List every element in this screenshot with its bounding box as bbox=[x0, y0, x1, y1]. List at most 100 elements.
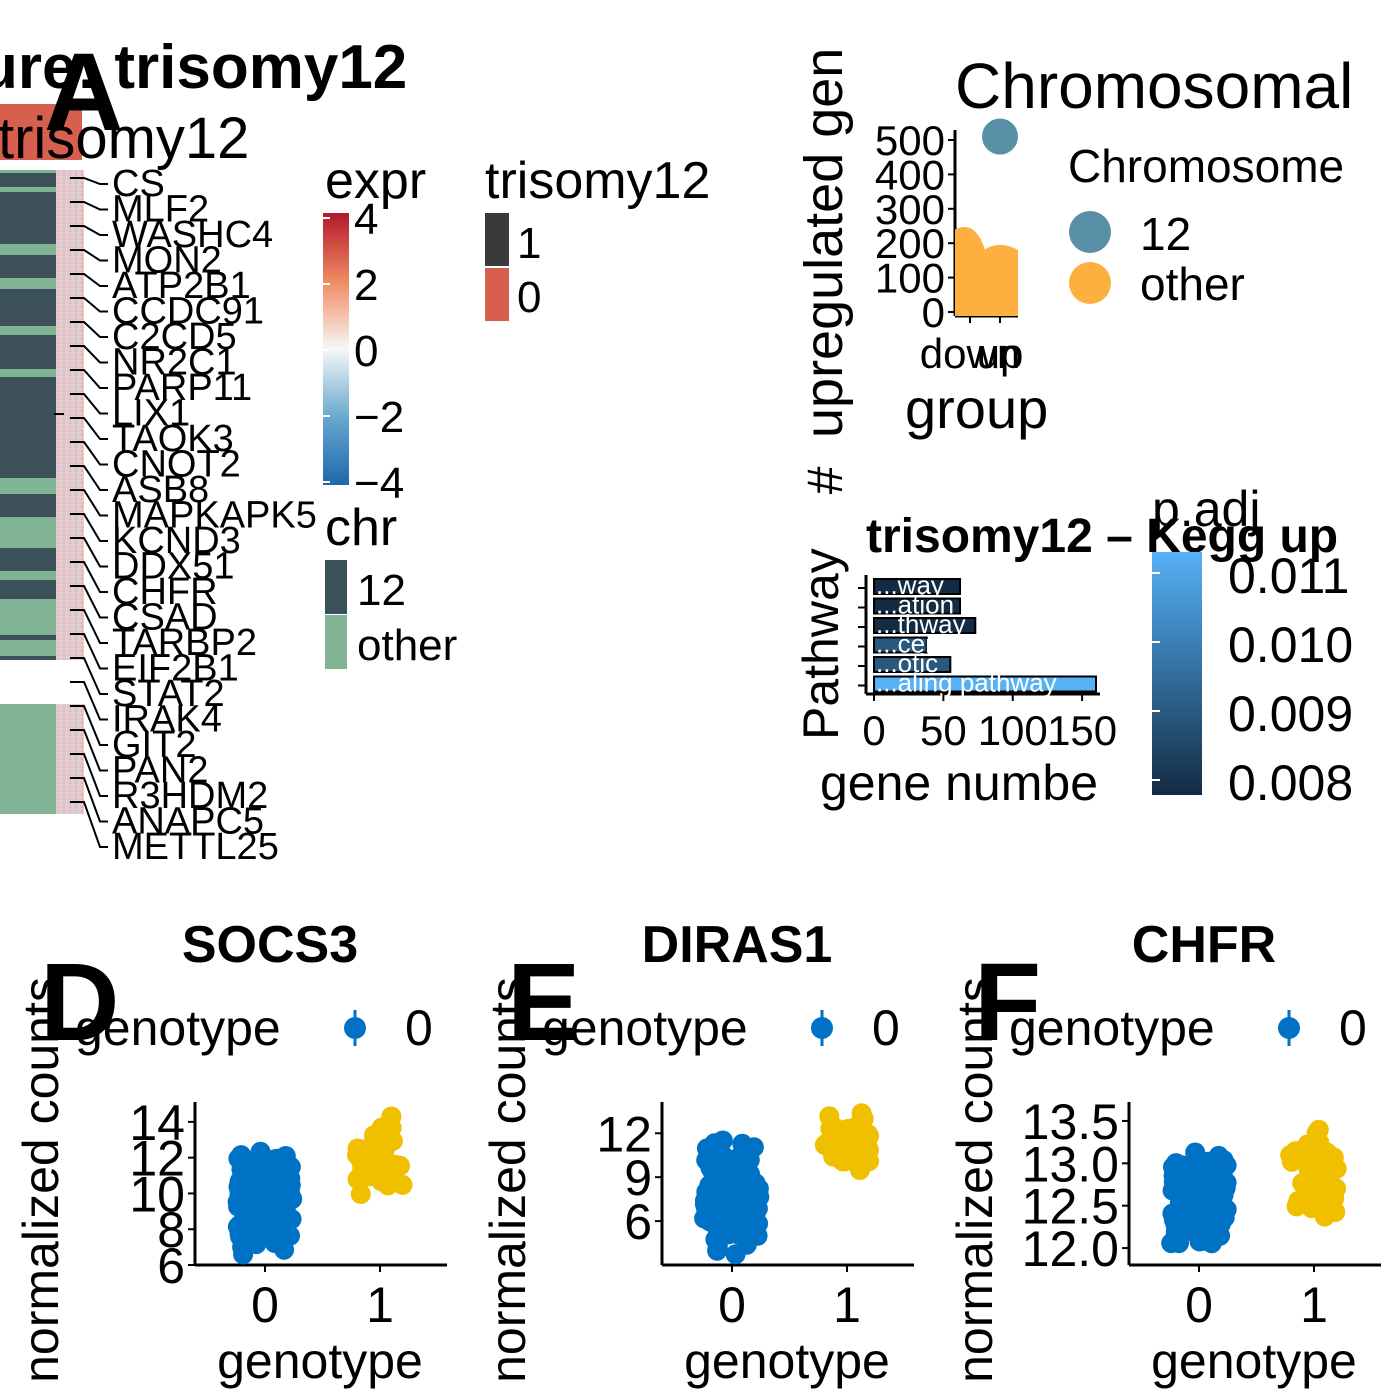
chromosome-legend-title: Chromosome bbox=[1068, 140, 1344, 192]
data-point-genotype-1 bbox=[1288, 1190, 1309, 1211]
chr-strip-segment bbox=[0, 346, 56, 352]
padj-tick-label: 0.008 bbox=[1228, 755, 1353, 811]
expr-tick-label: 4 bbox=[354, 195, 378, 244]
chr-strip-segment bbox=[0, 623, 56, 627]
genotype-legend-dot bbox=[811, 1017, 833, 1039]
kegg-bar-label: ...aling pathway bbox=[876, 668, 1057, 698]
data-point-genotype-1 bbox=[1316, 1182, 1337, 1203]
y-tick-label: 12.0 bbox=[1022, 1221, 1119, 1277]
chr-legend-label-other: other bbox=[357, 621, 457, 670]
panel-a-title: ure: trisomy12 bbox=[0, 33, 407, 102]
data-point-genotype-1 bbox=[852, 1118, 873, 1139]
data-point-genotype-0 bbox=[1194, 1218, 1214, 1239]
gene-label-connector bbox=[70, 777, 108, 823]
kegg-bar-label: ...thway bbox=[876, 609, 966, 639]
kegg-bar-label: ...way bbox=[876, 570, 944, 600]
y-tick-label: 6 bbox=[624, 1194, 652, 1250]
kegg-bar bbox=[873, 675, 1097, 693]
chromosome-legend-label-12: 12 bbox=[1140, 208, 1191, 260]
data-point-genotype-1 bbox=[827, 1134, 848, 1155]
chr-strip-segment bbox=[0, 430, 56, 438]
gene-label: WASHC4 bbox=[112, 214, 273, 256]
panel-d-ylabel: normalized counts bbox=[13, 977, 69, 1383]
panel-e-title: DIRAS1 bbox=[642, 916, 833, 974]
gene-label-connector bbox=[70, 705, 108, 746]
chromosome-legend-dot-other bbox=[1069, 262, 1111, 304]
panel-b-ylabel-prefix: # bbox=[797, 466, 853, 495]
gene-label: TARBP2 bbox=[112, 622, 257, 664]
chr-strip-segment bbox=[0, 309, 56, 315]
genotype-legend-dot bbox=[1278, 1017, 1300, 1039]
panel-c-x-ticks: 0 50 100 150 bbox=[862, 694, 1117, 754]
x-tick-label: 1 bbox=[366, 1277, 394, 1333]
chr-strip-segment bbox=[0, 445, 56, 456]
chr-strip-segment bbox=[0, 255, 56, 259]
gene-label: CS bbox=[112, 163, 165, 205]
chr-strip-segment bbox=[0, 589, 56, 599]
genotype-legend-dot bbox=[344, 1017, 366, 1039]
panel-f-xlabel: genotype bbox=[1151, 1333, 1357, 1389]
heatmap-cells-bottom bbox=[56, 704, 84, 814]
panel-b-x-tick-label: down bbox=[920, 330, 1020, 377]
trisomy-legend-label-0: 0 bbox=[517, 273, 541, 322]
gene-label: ASB8 bbox=[112, 469, 209, 511]
chr-strip-segment bbox=[0, 627, 56, 635]
genotype-legend-title: genotype bbox=[1009, 1000, 1215, 1056]
genotype-legend-title: genotype bbox=[542, 1000, 748, 1056]
gene-label-connector bbox=[70, 681, 108, 721]
chr-strip-segment bbox=[0, 226, 56, 235]
chr-strip-segment bbox=[0, 305, 56, 309]
data-point-genotype-0 bbox=[722, 1218, 743, 1239]
panel-b-y-tick-label: 400 bbox=[875, 151, 945, 198]
gene-label-connector bbox=[70, 345, 108, 364]
chr-strip-segment bbox=[0, 192, 56, 201]
gene-label-connector bbox=[70, 513, 108, 542]
panel-c-x-tick-label: 0 bbox=[862, 707, 885, 754]
data-point-genotype-0 bbox=[250, 1207, 271, 1227]
chr-annotation-strip bbox=[0, 170, 56, 814]
gene-label-connector bbox=[70, 609, 108, 644]
chr-strip-segment bbox=[0, 524, 56, 528]
chr-strip-segment bbox=[0, 278, 56, 289]
expr-legend-title: expr bbox=[325, 152, 426, 210]
data-point-genotype-0 bbox=[251, 1185, 272, 1206]
expr-tick-label: 0 bbox=[354, 327, 378, 376]
panel-b-ylabel: upregulated gen bbox=[794, 48, 854, 438]
chr-strip-segment bbox=[0, 315, 56, 326]
gene-label-connector bbox=[70, 249, 108, 262]
chr-strip-segment bbox=[0, 491, 56, 494]
chr-strip-segment bbox=[0, 528, 56, 538]
data-point-genotype-1 bbox=[381, 1106, 402, 1127]
y-tick-label: 12.5 bbox=[1022, 1179, 1119, 1235]
chromosome-legend-dot-12 bbox=[1069, 211, 1111, 253]
gene-label: EIF2B1 bbox=[112, 648, 239, 690]
chr-strip-segment bbox=[0, 609, 56, 612]
panel-c-xlabel: gene numbe bbox=[820, 755, 1098, 811]
padj-tick-label: 0.009 bbox=[1228, 686, 1353, 742]
chr-strip-segment bbox=[0, 170, 56, 173]
data-point-genotype-0 bbox=[227, 1191, 248, 1212]
x-tick-label: 0 bbox=[718, 1277, 746, 1333]
panel-f-ylabel: normalized counts bbox=[947, 977, 1003, 1383]
data-point-genotype-0 bbox=[1210, 1225, 1231, 1246]
chr-strip-segment bbox=[0, 270, 56, 278]
chr-strip-segment bbox=[0, 640, 56, 644]
gene-label-connector bbox=[70, 417, 108, 440]
gene-label: NR2C1 bbox=[112, 342, 237, 384]
y-tick-label: 13.5 bbox=[1022, 1094, 1119, 1150]
data-point-genotype-0 bbox=[713, 1165, 734, 1186]
padj-tick-label: 0.011 bbox=[1228, 548, 1349, 604]
x-tick-label: 0 bbox=[251, 1277, 279, 1333]
chr-strip-segment bbox=[0, 352, 56, 363]
chr-strip-segment bbox=[0, 488, 56, 491]
data-point-genotype-1 bbox=[832, 1151, 853, 1172]
chr-strip-segment bbox=[0, 494, 56, 498]
data-point-genotype-1 bbox=[350, 1184, 371, 1204]
x-tick-label: 1 bbox=[833, 1277, 861, 1333]
panel-b-xlabel: group bbox=[905, 377, 1048, 440]
panel-e-xlabel: genotype bbox=[684, 1333, 890, 1389]
chr-strip-segment bbox=[0, 235, 56, 244]
gene-label: GIT2 bbox=[112, 724, 196, 766]
